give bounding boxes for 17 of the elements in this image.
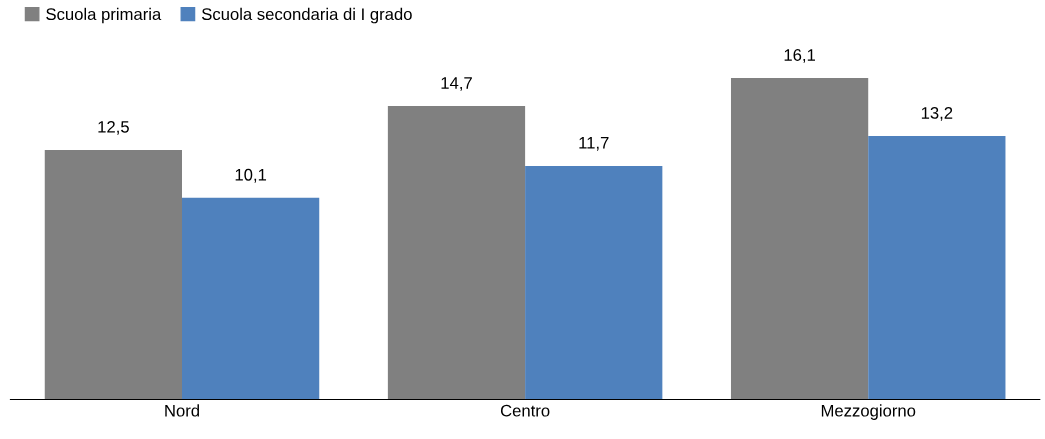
x-tick-label: Mezzogiorno bbox=[821, 404, 916, 420]
data-label: 11,7 bbox=[579, 137, 609, 151]
data-label: 10,1 bbox=[235, 168, 267, 183]
bar bbox=[730, 78, 869, 400]
legend-label: Scuola primaria bbox=[46, 7, 162, 24]
bar bbox=[182, 197, 320, 400]
bar bbox=[387, 106, 526, 400]
data-label: 16,1 bbox=[784, 49, 816, 63]
data-label: 12,5 bbox=[98, 120, 129, 135]
x-tick-label: Centro bbox=[500, 404, 550, 417]
data-label: 14,7 bbox=[441, 77, 472, 91]
bar bbox=[525, 165, 663, 400]
legend-label: Scuola secondaria di I grado bbox=[201, 7, 412, 24]
bar bbox=[44, 149, 182, 400]
data-label: 13,2 bbox=[921, 106, 953, 121]
x-tick-label: Nord bbox=[165, 404, 199, 417]
bar bbox=[868, 135, 1006, 400]
